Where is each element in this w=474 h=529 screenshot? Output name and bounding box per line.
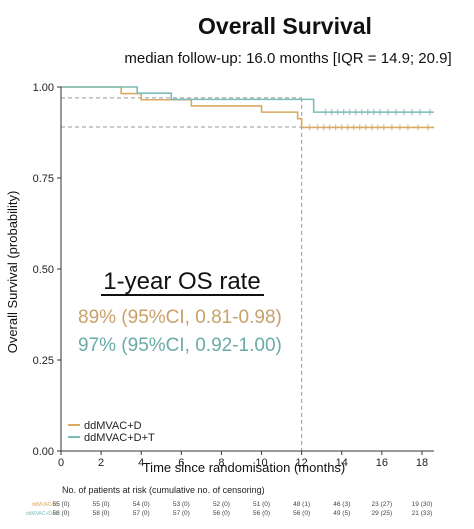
os-rate-box: 1-year OS rate 89% (95%CI, 0.81-0.98) 97… — [78, 268, 282, 356]
risk-cell: 58 (0) — [93, 510, 110, 517]
x-tick-label: 8 — [218, 457, 224, 469]
os-rate-title: 1-year OS rate — [103, 268, 260, 295]
risk-cell: 55 (0) — [53, 501, 70, 508]
y-tick-label: 0.75 — [33, 173, 54, 185]
x-tick-label: 2 — [98, 457, 104, 469]
y-tick-label: 0.00 — [33, 446, 54, 458]
risk-cell: 53 (0) — [173, 501, 190, 508]
risk-cell: 19 (30) — [412, 501, 433, 508]
risk-cell: 57 (0) — [173, 510, 190, 517]
legend-label-ddmvac-d: ddMVAC+D — [84, 420, 142, 432]
y-tick-label: 0.25 — [33, 355, 54, 367]
os-rate-ddmvac-d: 89% (95%CI, 0.81-0.98) — [78, 307, 282, 328]
y-tick-label: 1.00 — [33, 82, 54, 94]
x-tick-label: 14 — [336, 457, 348, 469]
x-tick-label: 12 — [296, 457, 308, 469]
x-tick-label: 6 — [178, 457, 184, 469]
x-axis-title: Time since randomisation (months) — [143, 460, 346, 475]
x-tick-label: 10 — [255, 457, 267, 469]
legend-label-ddmvac-d-t: ddMVAC+D+T — [84, 432, 155, 444]
x-tick-label: 0 — [58, 457, 64, 469]
survival-curves — [61, 86, 434, 129]
risk-cell: 55 (0) — [93, 501, 110, 508]
y-axis-title: Overall Survival (probability) — [5, 191, 20, 354]
risk-cell: 54 (0) — [133, 501, 150, 508]
chart-subtitle: median follow-up: 16.0 months [IQR = 14.… — [124, 50, 451, 67]
reference-lines — [61, 97, 303, 451]
risk-cell: 48 (1) — [293, 501, 310, 508]
risk-row-label: ddMVAC+D+T — [26, 511, 58, 517]
x-tick-label: 16 — [376, 457, 388, 469]
censor-marks — [309, 109, 431, 131]
x-tick-label: 4 — [138, 457, 144, 469]
y-tick-label: 0.50 — [33, 264, 54, 276]
risk-table-rows: ddMVAC+D55 (0) 55 (0) 54 (0) 53 (0) 52 (0) 51… — [26, 501, 432, 517]
risk-cell: 23 (27) — [372, 501, 393, 508]
x-ticks: 0 2 4 6 8 10 12 14 16 18 — [58, 451, 428, 469]
risk-cell: 49 (5) — [333, 510, 350, 517]
risk-cell: 56 (0) — [293, 510, 310, 517]
survival-curve-ddmvac-d — [61, 86, 434, 129]
os-rate-ddmvac-d-t: 97% (95%CI, 0.92-1.00) — [78, 335, 282, 356]
risk-cell: 52 (0) — [213, 501, 230, 508]
risk-table-title: No. of patients at risk (cumulative no. … — [62, 485, 265, 495]
legend: ddMVAC+D ddMVAC+D+T — [68, 420, 155, 444]
risk-cell: 56 (0) — [253, 510, 270, 517]
risk-row-label: ddMVAC+D — [32, 502, 59, 508]
risk-cell: 58 (0) — [53, 510, 70, 517]
x-tick-label: 18 — [416, 457, 428, 469]
risk-cell: 46 (3) — [333, 501, 350, 508]
risk-cell: 29 (25) — [372, 510, 393, 517]
survival-curve-ddmvac-d-t — [61, 86, 434, 113]
risk-table: No. of patients at risk (cumulative no. … — [26, 485, 432, 517]
chart-title: Overall Survival — [198, 13, 372, 39]
risk-cell: 57 (0) — [133, 510, 150, 517]
risk-cell: 56 (0) — [213, 510, 230, 517]
y-ticks: 0.00 0.25 0.50 0.75 1.00 — [33, 82, 61, 458]
risk-cell: 51 (0) — [253, 501, 270, 508]
risk-cell: 21 (33) — [412, 510, 433, 517]
